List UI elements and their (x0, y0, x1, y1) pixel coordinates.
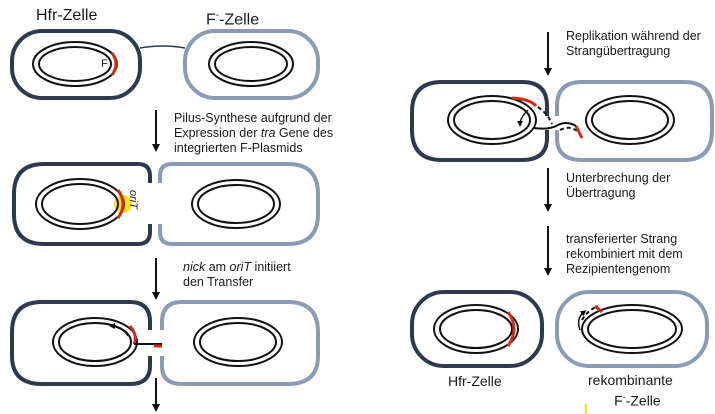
hfr-chromosome-outer (53, 318, 137, 366)
fminus-chromosome-outer (192, 180, 280, 228)
fminus-cell-joined (557, 82, 712, 160)
fminus-chromosome-inner (592, 101, 668, 139)
step1-line2: Expression der tra Gene des (174, 126, 333, 141)
fminus-chromosome-inner (198, 185, 274, 223)
fminus-cell-joined (162, 302, 318, 384)
hfr-chromosome-inner (440, 310, 512, 348)
hfr-chromosome-inner (454, 101, 530, 139)
f-plasmid-label: F (101, 58, 108, 70)
hfr-cell-joined (412, 82, 547, 160)
step5-line3: Rezipientengenom (566, 262, 683, 277)
fminus-cell-joined (160, 164, 318, 244)
recombinant-line2: F--Zelle (588, 389, 673, 410)
step2-text: nick am oriT initiiert den Transfer (183, 260, 291, 290)
hfr-cell (412, 292, 542, 366)
step5-line1: transferierter Strang (566, 232, 683, 247)
step4-text: Unterbrechung der Übertragung (566, 171, 670, 201)
hfr-cell-joined (12, 302, 150, 384)
stage-1 (12, 31, 318, 98)
stage-3 (12, 302, 318, 384)
pilus (140, 46, 185, 48)
fminus-chromosome-inner (200, 323, 276, 361)
transferred-f-strand (576, 126, 582, 138)
step3-line2: Strangübertragung (566, 44, 701, 59)
hfr-label-bottom: Hfr-Zelle (448, 374, 502, 389)
step3-line1: Replikation während der (566, 29, 701, 44)
fminus-chromosome-inner (215, 47, 287, 81)
step1-line3: integrierten F-Plasmids (174, 141, 333, 156)
hfr-chromosome-outer (448, 96, 536, 144)
step2-line1: nick am oriT initiiert (183, 260, 291, 275)
fminus-label-top: F--Zelle (206, 7, 259, 29)
orit-label: oriT (127, 190, 139, 209)
step5-line2: rekombiniert mit dem (566, 247, 683, 262)
step1-text: Pilus-Synthese aufgrund der Expression d… (174, 111, 333, 156)
step5-text: transferierter Strang rekombiniert mit d… (566, 232, 683, 277)
hfr-label-top: Hfr-Zelle (36, 7, 97, 25)
stage-5 (412, 292, 707, 366)
hfr-chromosome-outer (36, 179, 124, 229)
step2-line2: den Transfer (183, 275, 291, 290)
f-factor-segment (112, 53, 116, 75)
replication-arrow (520, 110, 528, 124)
stage-2 (14, 164, 318, 244)
recombinant-label: rekombinante F--Zelle (588, 372, 673, 410)
step3-text: Replikation während der Strangübertragun… (566, 29, 701, 59)
hfr-chromosome-inner (42, 184, 118, 224)
hfr-chromosome-outer (434, 305, 518, 353)
recombinant-chromosome-outer (582, 305, 682, 353)
fminus-chromosome-outer (586, 96, 674, 144)
step4-line2: Übertragung (566, 186, 670, 201)
step1-line1: Pilus-Synthese aufgrund der (174, 111, 333, 126)
step4-line1: Unterbrechung der (566, 171, 670, 186)
recombinant-chromosome-inner (588, 310, 676, 348)
stage-4 (412, 82, 712, 160)
recombinant-line1: rekombinante (588, 372, 673, 389)
fminus-chromosome-outer (194, 318, 282, 366)
fminus-chromosome-outer (209, 42, 293, 86)
